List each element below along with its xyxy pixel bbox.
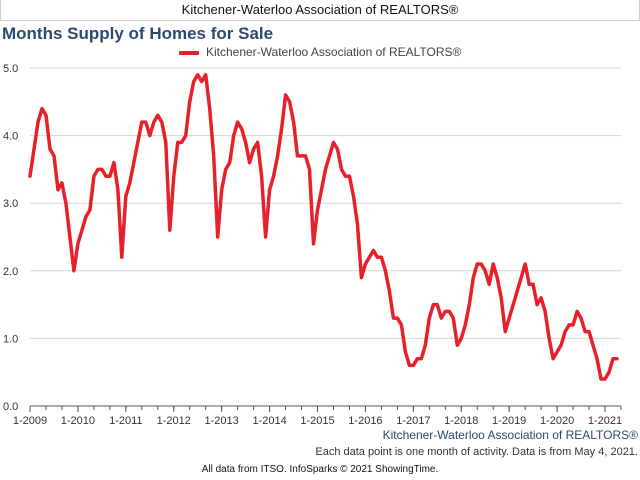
y-tick-label: 0.0 xyxy=(3,401,18,413)
legend[interactable]: Kitchener-Waterloo Association of REALTO… xyxy=(0,45,640,59)
y-tick-label: 3.0 xyxy=(3,198,18,210)
x-tick-label: 1-2010 xyxy=(61,415,95,427)
series-layer xyxy=(28,73,619,381)
y-tick-label: 4.0 xyxy=(3,131,18,143)
source-label: Kitchener-Waterloo Association of REALTO… xyxy=(382,428,638,442)
x-tick-label: 1-2015 xyxy=(300,415,334,427)
x-tick-label: 1-2016 xyxy=(348,415,382,427)
chart-title: Months Supply of Homes for Sale xyxy=(2,24,274,43)
y-axis: 0.0 1.0 2.0 3.0 4.0 5.0 xyxy=(3,63,18,413)
y-tick-label: 2.0 xyxy=(3,266,18,278)
header-title: Kitchener-Waterloo Association of REALTO… xyxy=(181,2,459,17)
x-tick-label: 1-2009 xyxy=(13,415,47,427)
x-tick-label: 1-2011 xyxy=(109,415,142,427)
legend-label: Kitchener-Waterloo Association of REALTO… xyxy=(205,45,462,59)
legend-swatch xyxy=(178,50,199,55)
x-tick-label: 1-2019 xyxy=(492,415,526,427)
y-tick-label: 1.0 xyxy=(3,333,18,345)
x-tick-label: 1-2014 xyxy=(252,415,286,427)
x-tick-label: 1-2017 xyxy=(396,415,430,427)
series-line xyxy=(28,73,619,381)
x-tick-label: 1-2018 xyxy=(444,415,478,427)
x-tick-label: 1-2021 xyxy=(588,415,622,427)
credit-line: All data from ITSO. InfoSparks © 2021 Sh… xyxy=(201,464,439,475)
y-tick-label: 5.0 xyxy=(3,63,18,75)
data-note: Each data point is one month of activity… xyxy=(315,446,638,458)
x-axis: 1-2009 1-2010 1-2011 1-2012 1-2013 1-2014 1-20… xyxy=(13,405,622,427)
x-tick-label: 1-2020 xyxy=(540,415,574,427)
header-bar: Kitchener-Waterloo Association of REALTO… xyxy=(0,0,640,21)
x-tick-label: 1-2012 xyxy=(157,415,191,427)
x-tick-label: 1-2013 xyxy=(205,415,239,427)
